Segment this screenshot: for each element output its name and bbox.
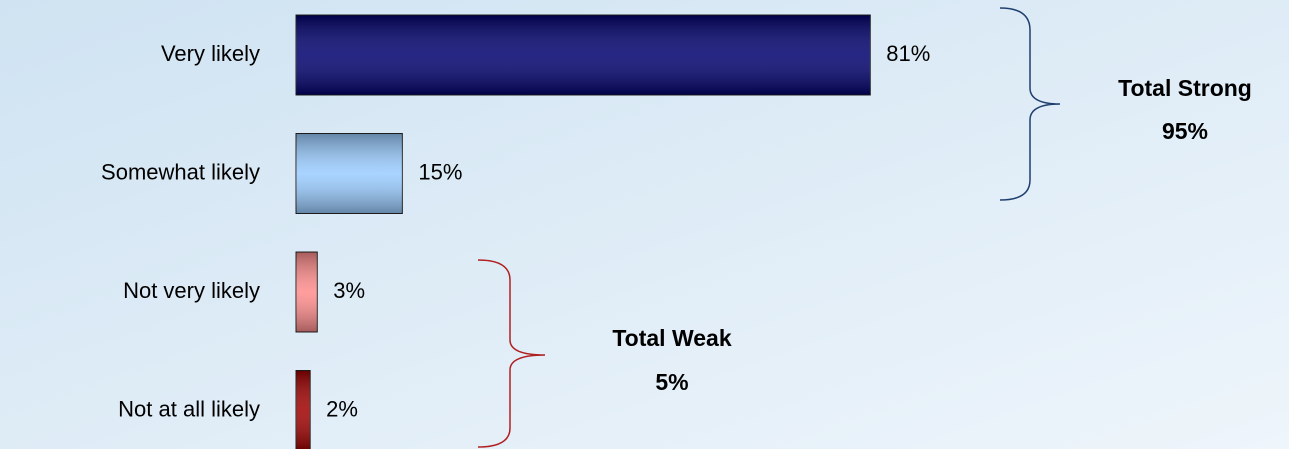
category-label: Very likely [161,41,260,66]
annotation-title: Total Weak [612,325,731,351]
bar [295,133,403,214]
bracket-weak [477,259,546,448]
value-label: 2% [326,396,358,421]
category-label: Not very likely [123,278,260,303]
annotation-total: 95% [1162,118,1208,144]
bar [295,251,318,333]
value-label: 81% [886,41,930,66]
bar [295,370,311,449]
value-label: 15% [418,159,462,184]
annotation-total: 5% [655,369,688,395]
bar [295,14,871,96]
category-label: Somewhat likely [101,159,260,184]
value-label: 3% [333,278,365,303]
annotation-title: Total Strong [1118,75,1252,101]
category-label: Not at all likely [118,396,260,421]
bracket-strong [999,7,1061,201]
